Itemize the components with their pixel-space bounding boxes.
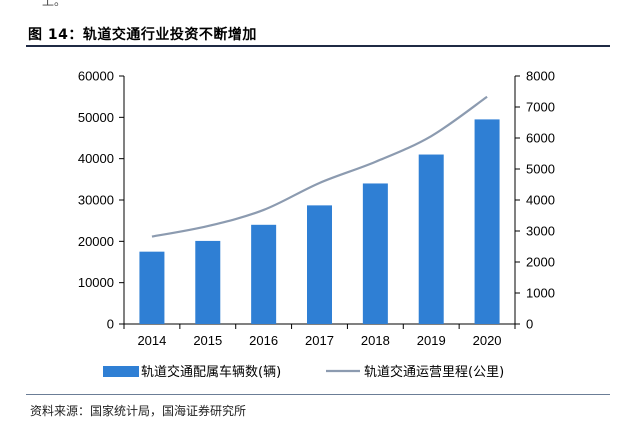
- bar-2019: [418, 154, 444, 324]
- x-axis-tick-label: 2017: [305, 333, 334, 348]
- left-axis-tick-label: 10000: [78, 275, 114, 290]
- axes: [119, 75, 520, 329]
- bar-2016: [251, 224, 277, 324]
- bar-2014: [139, 251, 165, 324]
- right-axis-tick-label: 2000: [526, 255, 555, 270]
- left-axis-tick-label: 0: [107, 317, 114, 332]
- bar-2015: [195, 240, 221, 324]
- legend-bar-label: 轨道交通配属车辆数(辆): [141, 364, 281, 380]
- line-series: [151, 95, 488, 238]
- previous-text-fragment: 上。: [42, 0, 67, 8]
- x-axis-tick-label: 2020: [473, 333, 502, 348]
- right-axis-tick-label: 1000: [526, 286, 555, 301]
- x-axis-tick-label: 2019: [417, 333, 446, 348]
- bar-series: [139, 119, 500, 325]
- right-axis-tick-label: 7000: [526, 100, 555, 115]
- tick-labels: 0 10000 20000 30000 40000 50000 60000 0 1000 2000…: [78, 69, 555, 349]
- left-axis-tick-label: 20000: [78, 234, 114, 249]
- bar-2020: [474, 119, 500, 325]
- legend: 轨道交通配属车辆数(辆) 轨道交通运营里程(公里): [103, 364, 504, 380]
- right-axis-tick-label: 8000: [526, 69, 555, 84]
- x-axis-tick-label: 2014: [137, 333, 166, 348]
- right-axis-tick-label: 3000: [526, 224, 555, 239]
- right-axis-tick-label: 5000: [526, 162, 555, 177]
- bar-2018: [362, 183, 388, 324]
- right-axis-tick-label: 6000: [526, 131, 555, 146]
- right-axis-tick-label: 0: [526, 317, 533, 332]
- right-axis-tick-label: 4000: [526, 193, 555, 208]
- bar-2017: [307, 205, 332, 324]
- x-axis-tick-label: 2018: [361, 333, 390, 348]
- x-axis-tick-label: 2016: [249, 333, 278, 348]
- left-axis-tick-label: 30000: [78, 193, 114, 208]
- legend-line-label: 轨道交通运营里程(公里): [364, 364, 504, 380]
- left-axis-tick-label: 50000: [78, 110, 114, 125]
- figure-title: 图 14：轨道交通行业投资不断增加: [28, 27, 257, 43]
- left-axis-tick-label: 40000: [78, 151, 114, 166]
- source-note: 资料来源：国家统计局，国海证券研究所: [30, 404, 247, 418]
- title-rule: [26, 45, 610, 47]
- x-axis-tick-label: 2015: [193, 333, 222, 348]
- legend-bar-swatch: [103, 366, 139, 377]
- left-axis-tick-label: 60000: [78, 69, 114, 84]
- source-rule: [26, 394, 610, 395]
